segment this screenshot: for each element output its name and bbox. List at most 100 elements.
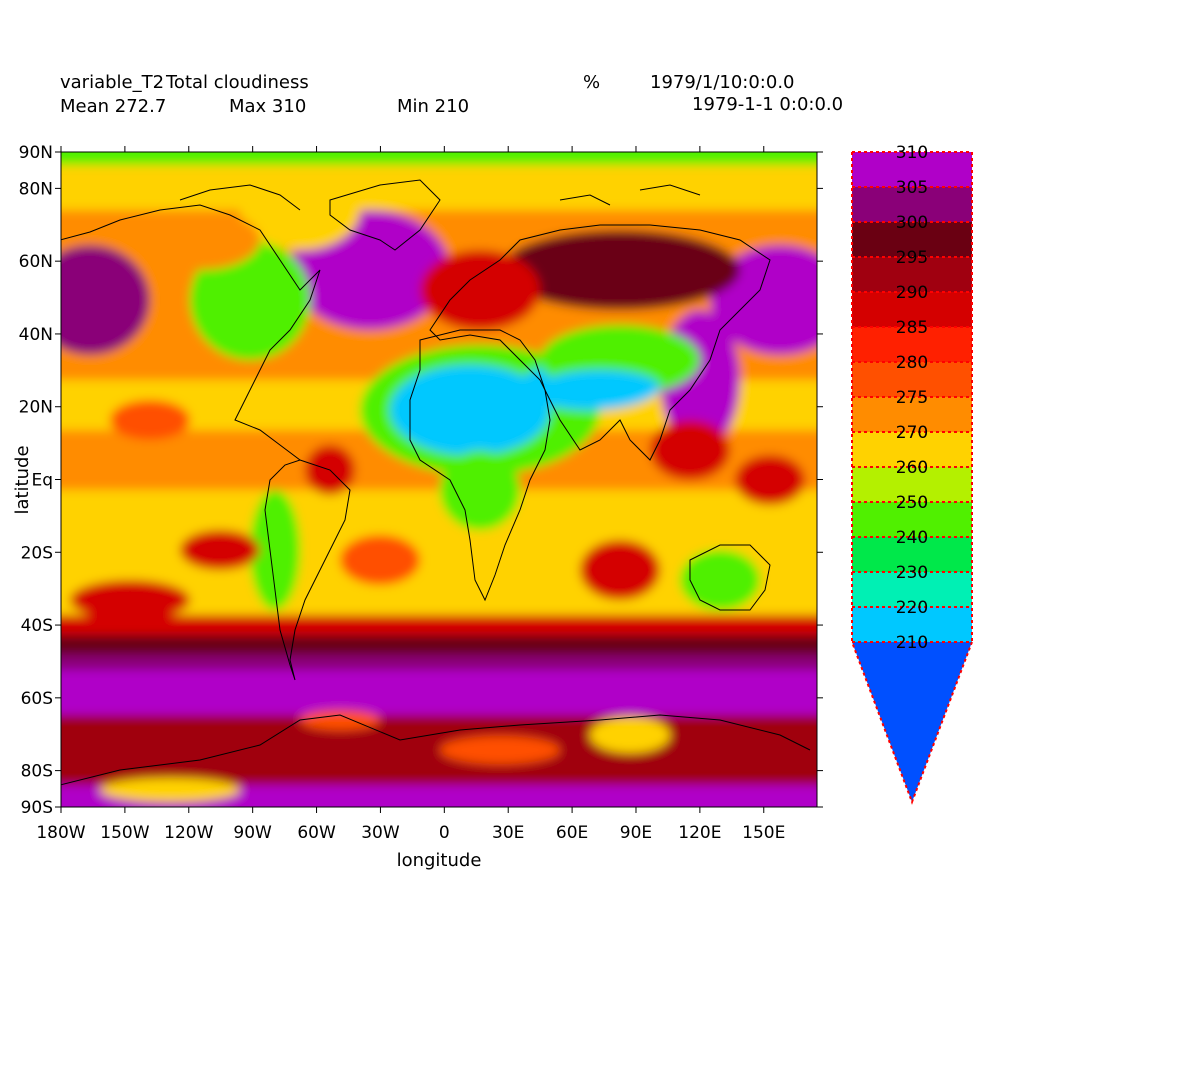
colorbar-swatch [852, 502, 972, 537]
colorbar-swatch [852, 607, 972, 642]
colorbar-level-label: 260 [896, 458, 928, 478]
lat-tick-label: 20N [19, 398, 53, 418]
min-label: Min 210 [397, 96, 470, 117]
colorbar-swatch [852, 362, 972, 397]
trop-red-5 [110, 400, 190, 440]
contour-field [61, 152, 817, 807]
lon-tick-label: 30E [492, 823, 524, 843]
lat-tick-label: 40N [19, 325, 53, 345]
lat-tick-label: 40S [21, 616, 53, 636]
lat-tick-label: 80S [21, 762, 53, 782]
lat-tick-label: 80N [19, 179, 53, 199]
coastline-africa [409, 329, 551, 602]
lon-tick-label: 90W [233, 823, 272, 843]
siberia-maroon [500, 230, 740, 310]
lon-tick-label: 90E [620, 823, 652, 843]
southern-violet-band [61, 670, 817, 720]
n-europe-red [420, 250, 540, 330]
antarctic-hot-4 [300, 710, 380, 730]
coastline-north-america [61, 204, 321, 461]
antarctic-hot-3 [440, 736, 560, 764]
south-pole-band [61, 785, 817, 807]
colorbar-extend-triangle [850, 641, 974, 805]
arctic-yellow-band [61, 165, 817, 210]
colorbar-swatch [852, 327, 972, 362]
units-label: % [583, 72, 601, 93]
colorbar-swatch [852, 432, 972, 467]
colorbar-level-label: 280 [896, 353, 928, 373]
coastline-greenland [329, 179, 441, 251]
coastline-arctic-islands [179, 184, 701, 211]
lat-tick-label: 60N [19, 252, 53, 272]
colorbar-level-label: 295 [896, 248, 928, 268]
colorbar-level-label: 300 [896, 213, 928, 233]
sahara-cyan [390, 365, 550, 455]
variable-name: Total cloudiness [166, 72, 309, 93]
lon-tick-label: 120E [678, 823, 721, 843]
colorbar-level-label: 230 [896, 563, 928, 583]
lat-tick-label: 20S [21, 543, 53, 563]
lat-tick-label: 90N [19, 143, 53, 163]
x-axis-title: longitude [397, 850, 482, 871]
arabia-cyan-2 [540, 370, 660, 406]
colorbar-level-label: 285 [896, 318, 928, 338]
colorbar-swatch [852, 292, 972, 327]
trop-red-1 [180, 530, 260, 570]
canada-orange [140, 210, 260, 270]
colorbar-swatch [852, 467, 972, 502]
variable-label: variable_T2 [60, 72, 165, 93]
lon-tick-label: 30W [361, 823, 400, 843]
n-pacific-violet [61, 245, 150, 355]
colorbar-swatch [852, 537, 972, 572]
n-america-green [190, 240, 310, 360]
colorbar-level-label: 240 [896, 528, 928, 548]
coastline-antarctica [61, 714, 811, 786]
lon-tick-label: 60W [297, 823, 336, 843]
lon-tick-label: 180W [36, 823, 85, 843]
coastline-eurasia [429, 224, 771, 461]
max-label: Max 310 [229, 96, 307, 117]
colorbar-level-label: 270 [896, 423, 928, 443]
colorbar-swatch [852, 222, 972, 257]
colorbar-level-label: 250 [896, 493, 928, 513]
coastline-australia [689, 544, 771, 611]
lat-tick-label: 90S [21, 798, 53, 818]
longitude-axis: 180W 150W 120W 90W 60W 30W 0 30E 60E 90E 120E 150E [36, 146, 785, 843]
coastline-south-america [264, 459, 351, 681]
trop-red-4 [650, 420, 730, 480]
trop-red-3 [340, 535, 420, 585]
lat-tick-label: Eq [31, 471, 53, 491]
colorbar-swatch [852, 572, 972, 607]
colorbar-level-label: 220 [896, 598, 928, 618]
trop-red-7 [735, 455, 805, 505]
latitude-axis: 90N 80N 60N 40N 20N Eq 20S 40S 60S 80S 90S [19, 143, 823, 818]
s-america-green [250, 490, 300, 610]
lon-tick-label: 0 [439, 823, 450, 843]
colorbar-swatch [852, 187, 972, 222]
y-axis-title: latitude [12, 445, 33, 514]
colorbar-level-label: 305 [896, 178, 928, 198]
base-time-label: 1979-1-1 0:0:0.0 [692, 94, 844, 115]
lon-tick-label: 150E [742, 823, 785, 843]
australia-green [680, 550, 760, 610]
colorbar: 310 305 300 295 290 285 280 275 270 260 250 240 230 2… [850, 143, 974, 805]
colorbar-level-label: 290 [896, 283, 928, 303]
trop-red-2 [580, 540, 660, 600]
mean-label: Mean 272.7 [60, 96, 167, 117]
antarctic-hot-1 [100, 778, 240, 802]
colorbar-swatch [852, 152, 972, 187]
africa-green [440, 450, 520, 530]
arctic-band [61, 152, 817, 170]
colorbar-swatch [852, 397, 972, 432]
colorbar-level-label: 210 [896, 633, 928, 653]
lon-tick-label: 150W [100, 823, 149, 843]
colorbar-swatch [852, 257, 972, 292]
lat-tick-label: 60S [21, 689, 53, 709]
s-pacific-red [70, 580, 190, 620]
lon-tick-label: 120W [164, 823, 213, 843]
colorbar-level-label: 275 [896, 388, 928, 408]
lon-tick-label: 60E [556, 823, 588, 843]
antarctica-band [61, 715, 817, 790]
coastlines [61, 179, 811, 786]
